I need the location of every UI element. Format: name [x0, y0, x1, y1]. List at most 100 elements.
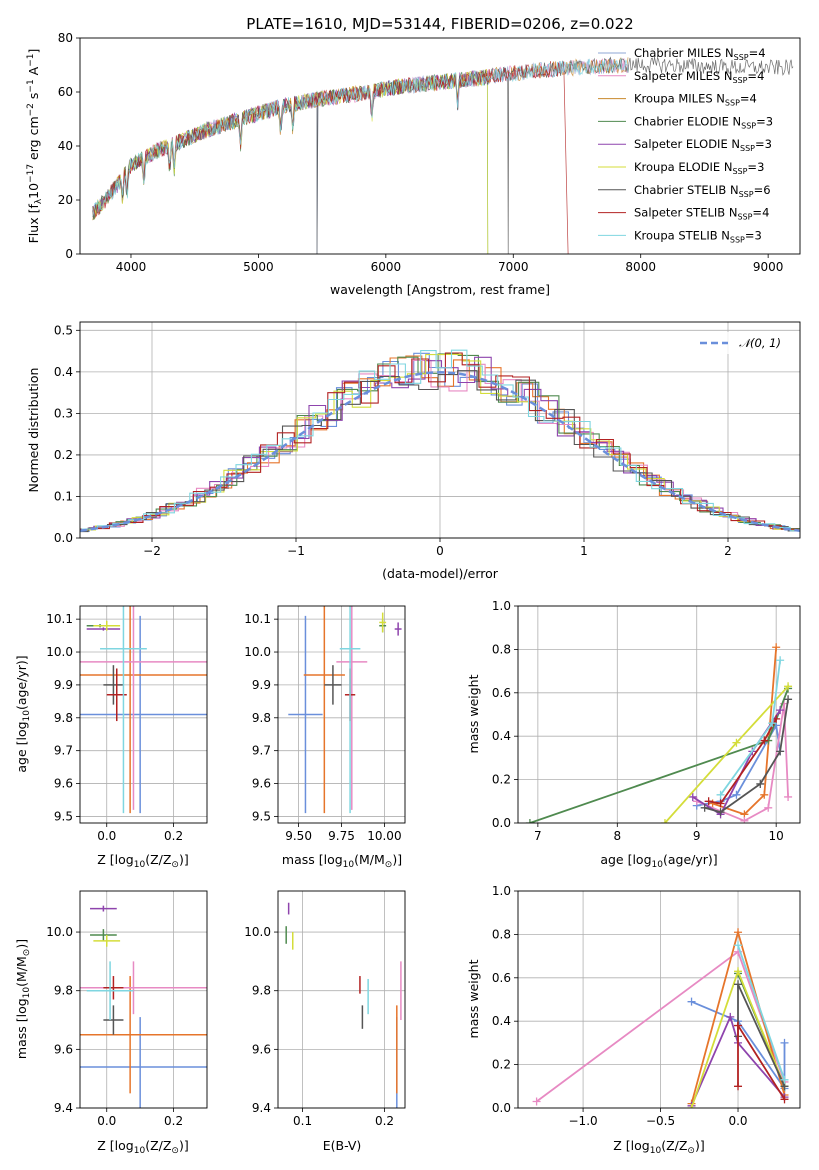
label-part: ⊙: [385, 860, 393, 870]
legend-eq: =: [745, 228, 755, 242]
axes-5: 0.0 0.2 9.4 9.6 9.8 10.0: [46, 890, 208, 1128]
label-part: −1: [26, 54, 36, 67]
label-part: 4: [757, 69, 764, 83]
y-tick-label: 40: [58, 139, 73, 153]
y-tick-label: 0.0: [54, 531, 73, 545]
label-part: Kroupa ELODIE: [634, 160, 720, 174]
plot-area: [525, 643, 793, 823]
legend-n: N: [718, 228, 730, 242]
y-tick-label: 0.3: [54, 406, 73, 420]
x-tick-label: 7: [534, 829, 542, 843]
label-part: SSP: [732, 76, 747, 85]
x-tick-label: 7000: [498, 260, 529, 274]
x-tick-label: −1.0: [569, 1114, 598, 1128]
legend-entry: Salpeter STELIB NSSP=4: [634, 206, 769, 222]
y-tick-label: 1.0: [492, 884, 511, 898]
y-tick-label: 9.4: [252, 1101, 271, 1115]
error-point: [288, 615, 323, 814]
weight-series: [716, 656, 785, 799]
label-part: ⊙: [687, 1146, 695, 1156]
x-tick-label: 8: [613, 829, 621, 843]
label-part: −2: [26, 103, 36, 116]
x-axis-label: Z [log10(Z/Z⊙)]: [97, 852, 188, 870]
error-point: [80, 961, 207, 1015]
y-tick-label: 60: [58, 85, 73, 99]
weight-marker: [734, 1082, 743, 1091]
label-part: 10: [343, 860, 355, 870]
y-tick-label: 9.9: [252, 678, 271, 692]
error-point: [80, 606, 207, 814]
label-part: Z [log: [97, 1138, 133, 1153]
y-tick-label: 10.0: [244, 645, 271, 659]
label-part: 10: [650, 1146, 662, 1156]
y-tick-label: 0: [65, 247, 73, 261]
x-tick-label: 8000: [625, 260, 656, 274]
y-tick-label: 0.5: [54, 323, 73, 337]
legend-eq: =: [747, 69, 757, 83]
axes-1: −2 −1 0 1 2 0.0 0.1 0.2 0.3 0.4 0.5: [54, 321, 801, 558]
label-part: ⊙: [171, 860, 179, 870]
label-part: −1: [26, 79, 36, 92]
axes-frame: [79, 605, 208, 824]
x-tick-label: 4000: [116, 260, 147, 274]
weight-marker: [716, 799, 725, 808]
y-tick-label: 0.1: [54, 489, 73, 503]
weight-marker: [732, 790, 741, 799]
weight-marker: [764, 803, 773, 812]
label-part: Chabrier STELIB: [634, 183, 726, 197]
legend-n: N: [720, 69, 732, 83]
label-part: Flux [f: [26, 204, 41, 244]
error-point: [103, 665, 124, 705]
label-part: Z [log: [97, 852, 133, 867]
label-part: (M/M: [354, 852, 385, 867]
label-part: 3: [755, 228, 762, 242]
y-tick-label: 0.8: [492, 927, 511, 941]
weight-marker: [780, 1095, 789, 1104]
weight-marker: [716, 790, 725, 799]
y-axis-label: age [log10(age/yr)]: [14, 655, 32, 772]
label-part: )]: [392, 852, 402, 867]
weight-line: [691, 1000, 786, 1092]
y-tick-label: 0.8: [492, 642, 511, 656]
label-part: 10: [652, 860, 664, 870]
x-tick-label: 0.0: [97, 829, 116, 843]
label-part: 3: [766, 114, 773, 128]
axes-2: 0.0 0.2 9.5 9.6 9.7 9.8 9.9 10.0 10.1: [46, 605, 208, 843]
weight-series: [734, 1021, 789, 1104]
spectrum-line: [92, 56, 794, 254]
weight-marker: [734, 941, 743, 950]
y-tick-label: 0.4: [492, 729, 511, 743]
y-tick-label: 0.2: [54, 448, 73, 462]
y-tick-label: 10.0: [244, 925, 271, 939]
label-part: age [log: [14, 721, 29, 772]
label-part: (Z/Z: [145, 1138, 171, 1153]
x-tick-label: 5000: [243, 260, 274, 274]
y-tick-label: 0.2: [492, 773, 511, 787]
x-tick-label: 9.50: [285, 829, 312, 843]
legend-entry: 𝒩(0, 1): [739, 336, 781, 350]
y-tick-label: 10.0: [46, 925, 73, 939]
y-tick-label: 0.2: [492, 1058, 511, 1072]
label-part: SSP: [734, 53, 749, 62]
y-tick-label: 20: [58, 193, 73, 207]
weight-marker: [780, 1075, 789, 1084]
axes-7: −1.0 −0.5 0.0 0.0 0.2 0.4 0.6 0.8 1.0: [492, 884, 801, 1128]
x-axis-label: age [log10(age/yr)]: [600, 852, 717, 870]
y-tick-label: 0.4: [54, 365, 73, 379]
legend-eq: =: [756, 114, 766, 128]
weight-marker: [776, 656, 785, 665]
axes-frame: [277, 890, 406, 1109]
label-part: SSP: [739, 190, 754, 199]
label-part: mass [log: [282, 852, 343, 867]
x-axis-label: mass [log10(M/M⊙)]: [282, 852, 402, 870]
y-tick-label: 10.1: [46, 612, 73, 626]
y-tick-label: 0.4: [492, 1014, 511, 1028]
label-part: (M/M: [14, 956, 29, 987]
x-tick-label: 2: [724, 544, 732, 558]
spectrum-line: [92, 58, 629, 217]
x-axis-label: Z [log10(Z/Z⊙)]: [97, 1138, 188, 1156]
y-tick-label: 10.1: [244, 612, 271, 626]
axes-6: 0.1 0.2 9.4 9.6 9.8 10.0: [244, 890, 406, 1128]
x-tick-label: 9000: [753, 260, 784, 274]
